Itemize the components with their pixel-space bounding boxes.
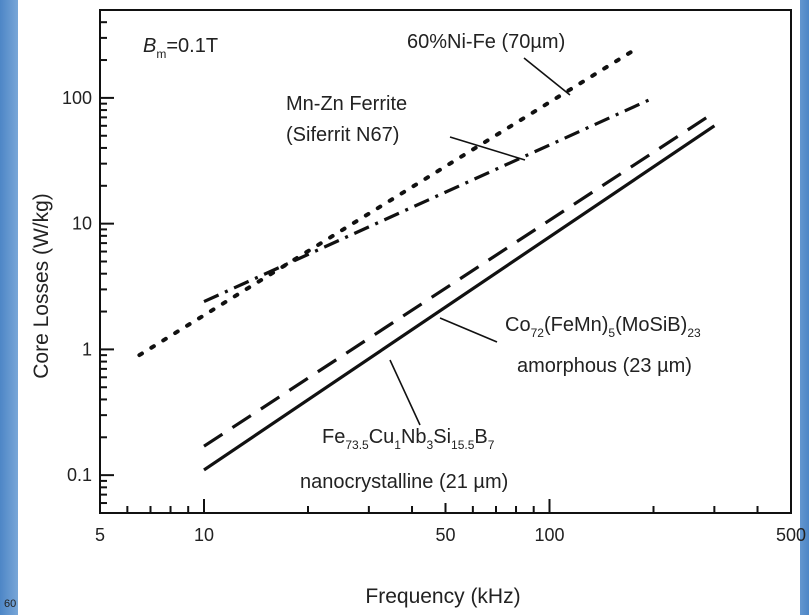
corner-mark: 60 [4,598,17,610]
annotation-ferrite-line1: Mn-Zn Ferrite [286,93,407,115]
series-line-mnzn-ferrite [203,96,655,304]
series-line-amorphous [203,114,711,448]
annotation-ferrite-line2: (Siferrit N67) [286,124,399,146]
annotation-nanocrystalline-desc: nanocrystalline (21 µm) [300,471,508,493]
x-tick-label: 500 [776,525,806,545]
annotation-nife: 60%Ni-Fe (70µm) [407,31,565,53]
annotation-amorphous-formula: Co72(FeMn)5(MoSiB)23 [505,314,701,340]
plot-frame [99,9,792,514]
x-tick-label: 10 [194,525,214,545]
y-tick-label: 100 [62,88,92,108]
y-axis-title: Core Losses (W/kg) [30,193,53,379]
y-tick-label: 10 [72,214,92,234]
series-line-nanocrystalline [203,124,716,472]
x-tick-label: 100 [534,525,564,545]
leader-amorphous [439,317,498,343]
leader-ferrite [449,136,526,161]
x-tick-label: 50 [435,525,455,545]
y-tick-label: 0.1 [67,465,92,485]
y-tick-label: 1 [82,339,92,359]
x-tick-label: 5 [95,525,105,545]
axis-ticks: 5 10 50 100 500 0.1 1 10 100 [62,9,806,545]
leader-nife [523,57,571,96]
annotation-nanocrystalline-formula: Fe73.5Cu1Nb3Si15.5B7 [322,426,495,452]
annotation-amorphous-desc: amorphous (23 µm) [517,355,692,377]
series-line-nife [137,45,640,358]
annotation-leader-lines [389,57,571,426]
condition-label: Bm=0.1T [143,35,218,61]
leader-nanocrystalline [389,359,421,426]
x-axis-title: Frequency (kHz) [365,585,520,608]
series-layer [137,45,716,472]
